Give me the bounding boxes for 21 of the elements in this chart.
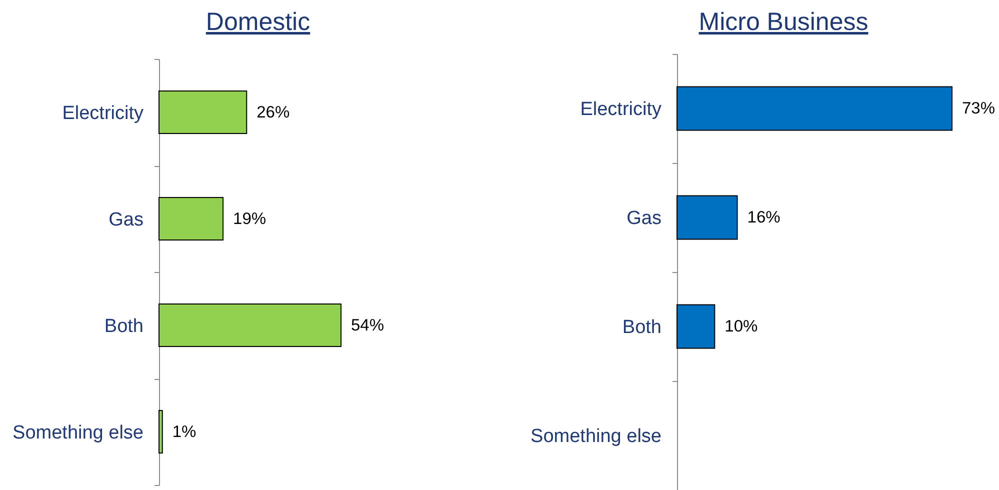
data-label: 54%: [351, 316, 384, 334]
y-tick-label: Gas: [626, 208, 662, 229]
data-label: 19%: [233, 210, 266, 228]
data-label: 16%: [747, 208, 781, 226]
y-tick-label: Electricity: [62, 102, 144, 124]
y-tick-label: Something else: [12, 422, 144, 444]
data-label: 26%: [256, 103, 290, 122]
data-label: 73%: [962, 100, 996, 118]
bar: [158, 196, 224, 241]
y-tick-label: Both: [104, 316, 144, 337]
bar: [158, 90, 248, 134]
chart-title: Domestic: [206, 8, 310, 36]
chart-title: Micro Business: [698, 8, 868, 36]
data-label: 1%: [172, 422, 197, 441]
y-tick-label: Something else: [530, 426, 662, 447]
y-tick-label: Electricity: [580, 99, 662, 120]
y-tick-label: Gas: [108, 209, 144, 230]
y-tick-label: Both: [622, 317, 662, 338]
data-label: 10%: [724, 318, 758, 336]
bar: [158, 410, 163, 454]
bar: [158, 303, 342, 348]
